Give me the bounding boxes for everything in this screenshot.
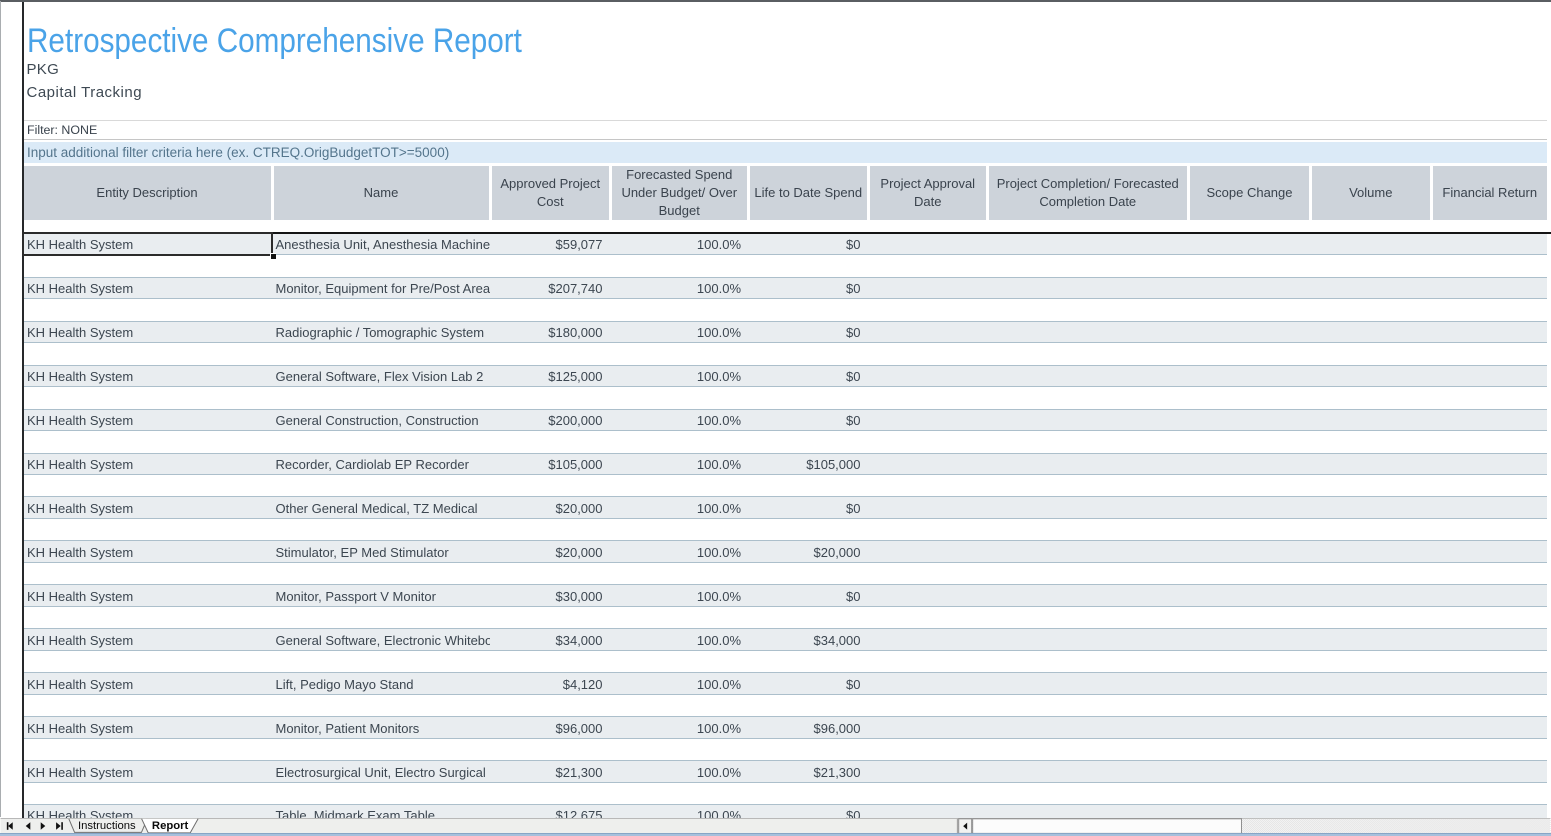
svg-text:Instructions: Instructions: [78, 820, 136, 832]
svg-text:Report: Report: [152, 820, 189, 832]
